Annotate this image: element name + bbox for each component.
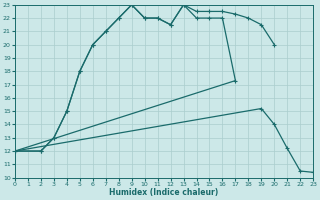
X-axis label: Humidex (Indice chaleur): Humidex (Indice chaleur) (109, 188, 219, 197)
